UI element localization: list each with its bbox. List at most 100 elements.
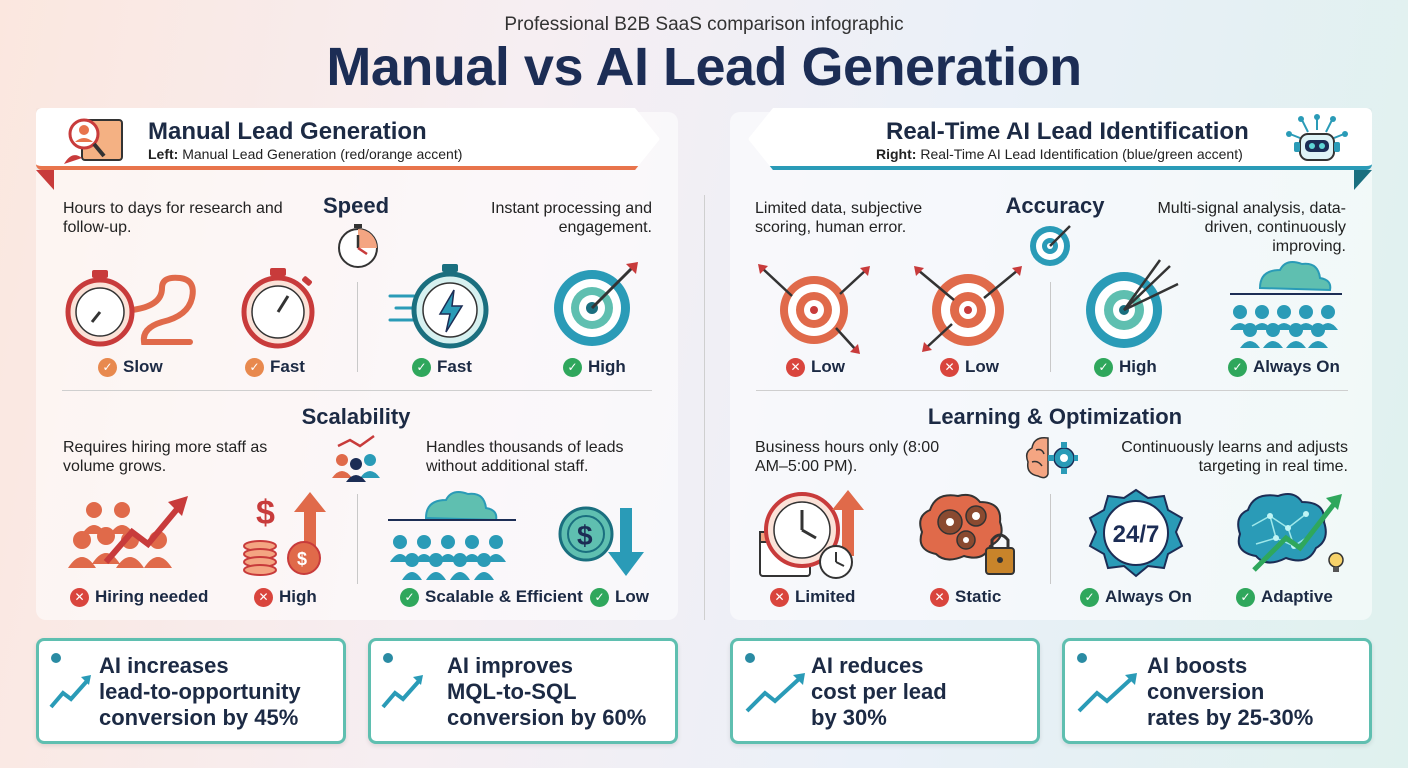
check-icon: ✓: [1236, 587, 1255, 607]
stat-card: AI increases lead-to-opportunity conversio…: [36, 638, 346, 744]
ai-banner-title: Real-Time AI Lead Identification: [886, 118, 1249, 145]
status-label: ✓ Slow: [98, 357, 163, 377]
divider: [1050, 494, 1051, 584]
divider: [357, 494, 358, 584]
learning-desc-ai: Continuously learns and adjusts targetin…: [1121, 439, 1348, 475]
check-icon: ✓: [98, 357, 117, 377]
status-label: ✕ Limited: [770, 587, 855, 607]
check-icon: ✓: [1080, 587, 1099, 607]
status-label: ✕ Hiring needed: [70, 587, 208, 607]
check-icon: ✓: [412, 357, 431, 377]
missed-target-icon: [914, 266, 1022, 352]
brain-lock-icon: [919, 493, 1015, 575]
stopwatch-icon: [241, 268, 315, 349]
status-label: ✕ Low: [786, 357, 845, 377]
slow-stopwatch-icon: [65, 270, 196, 347]
robot-icon: [1286, 114, 1348, 161]
page-subtitle: Professional B2B SaaS comparison infogra…: [504, 14, 904, 35]
speed-desc-ai: Instant processing and engagement.: [491, 200, 652, 236]
check-icon: ✓: [245, 357, 264, 377]
team-growth-icon: [332, 434, 380, 482]
speed-title: Speed: [322, 193, 390, 218]
bullet-dot: [383, 653, 393, 663]
stat-card: AI boosts conversion rates by 25-30%: [1062, 638, 1372, 744]
ai-banner-subtitle: Right: Real-Time AI Lead Identification …: [876, 146, 1243, 162]
scalability-desc-ai: Handles thousands of leads without addit…: [426, 439, 624, 475]
status-label: ✓ Adaptive: [1236, 587, 1333, 607]
check-icon: ✓: [563, 357, 582, 377]
check-icon: ✓: [590, 587, 609, 607]
hit-target-icon: [1086, 259, 1179, 348]
cost-down-icon: $: [558, 506, 644, 576]
stat-card: AI reduces cost per lead by 30%: [730, 638, 1040, 744]
stat-text: AI boosts conversion rates by 25-30%: [1147, 653, 1314, 730]
learning-title: Learning & Optimization: [927, 404, 1183, 429]
manual-banner-title: Manual Lead Generation: [148, 118, 427, 145]
check-icon: ✓: [400, 587, 419, 607]
scalability-title: Scalability: [301, 404, 411, 429]
stat-text: AI increases lead-to-opportunity conversio…: [99, 653, 301, 730]
divider: [1050, 282, 1051, 372]
manual-banner-subtitle: Left: Manual Lead Generation (red/orange…: [148, 146, 463, 162]
bullet-dot: [51, 653, 61, 663]
status-label: ✓ Low: [590, 587, 649, 607]
status-label: ✕ High: [254, 587, 317, 607]
accuracy-desc-ai: Multi-signal analysis, data-driven, cont…: [1157, 200, 1346, 255]
stat-card: AI improves MQL-to-SQL conversion by 60%: [368, 638, 678, 744]
status-label: ✓ Fast: [245, 357, 305, 377]
check-icon: ✓: [1228, 357, 1247, 377]
trend-up-icon: [1077, 673, 1137, 713]
status-label: ✓ Fast: [412, 357, 472, 377]
business-hours-clock-icon: [759, 490, 864, 579]
banner-fold: [36, 170, 54, 190]
target-icon: [1030, 225, 1071, 266]
x-icon: ✕: [940, 357, 959, 377]
always-on-badge-icon: 24/7: [1088, 488, 1184, 578]
x-icon: ✕: [254, 587, 273, 607]
target-icon: [554, 262, 638, 346]
status-label: ✓ Scalable & Efficient: [400, 587, 583, 607]
status-label: ✓ Always On: [1080, 587, 1192, 607]
trend-up-icon: [745, 673, 805, 713]
adaptive-brain-icon: [1237, 493, 1344, 572]
x-icon: ✕: [70, 587, 89, 607]
svg-text:$: $: [256, 494, 275, 532]
stat-text: AI improves MQL-to-SQL conversion by 60%: [447, 653, 647, 730]
ai-banner: [748, 108, 1372, 170]
x-icon: ✕: [770, 587, 789, 607]
divider: [756, 390, 1348, 391]
cloud-team-icon: [1230, 261, 1342, 348]
stat-text: AI reduces cost per lead by 30%: [811, 653, 947, 730]
x-icon: ✕: [930, 587, 949, 607]
divider: [62, 390, 652, 391]
status-label: ✓ High: [563, 357, 626, 377]
scalability-desc-manual: Requires hiring more staff as volume gro…: [63, 439, 268, 475]
hiring-growth-icon: [68, 496, 188, 568]
trend-up-icon: [49, 675, 91, 709]
svg-text:24/7: 24/7: [1113, 521, 1160, 548]
accuracy-desc-manual: Limited data, subjective scoring, human …: [755, 200, 923, 236]
svg-text:$: $: [297, 549, 307, 569]
search-person-icon: [64, 118, 123, 164]
status-label: ✕ Static: [930, 587, 1001, 607]
speed-desc-manual: Hours to days for research and follow-up…: [63, 200, 283, 236]
svg-text:$: $: [577, 520, 593, 551]
x-icon: ✕: [786, 357, 805, 377]
lightning-stopwatch-icon: [388, 264, 489, 349]
bullet-dot: [1077, 653, 1087, 663]
cloud-team-icon: [388, 491, 516, 580]
center-divider: [704, 195, 705, 620]
brain-gear-icon: [1025, 436, 1078, 479]
manual-banner: [36, 108, 660, 170]
bullet-dot: [745, 653, 755, 663]
missed-target-icon: [758, 264, 870, 354]
learning-desc-manual: Business hours only (8:00 AM–5:00 PM).: [755, 439, 940, 475]
rising-cost-icon: $ $: [243, 492, 326, 576]
trend-up-icon: [381, 675, 423, 709]
status-label: ✓ High: [1094, 357, 1157, 377]
status-label: ✕ Low: [940, 357, 999, 377]
clock-icon: [338, 224, 378, 268]
accuracy-title: Accuracy: [1005, 193, 1105, 218]
divider: [357, 282, 358, 372]
status-label: ✓ Always On: [1228, 357, 1340, 377]
